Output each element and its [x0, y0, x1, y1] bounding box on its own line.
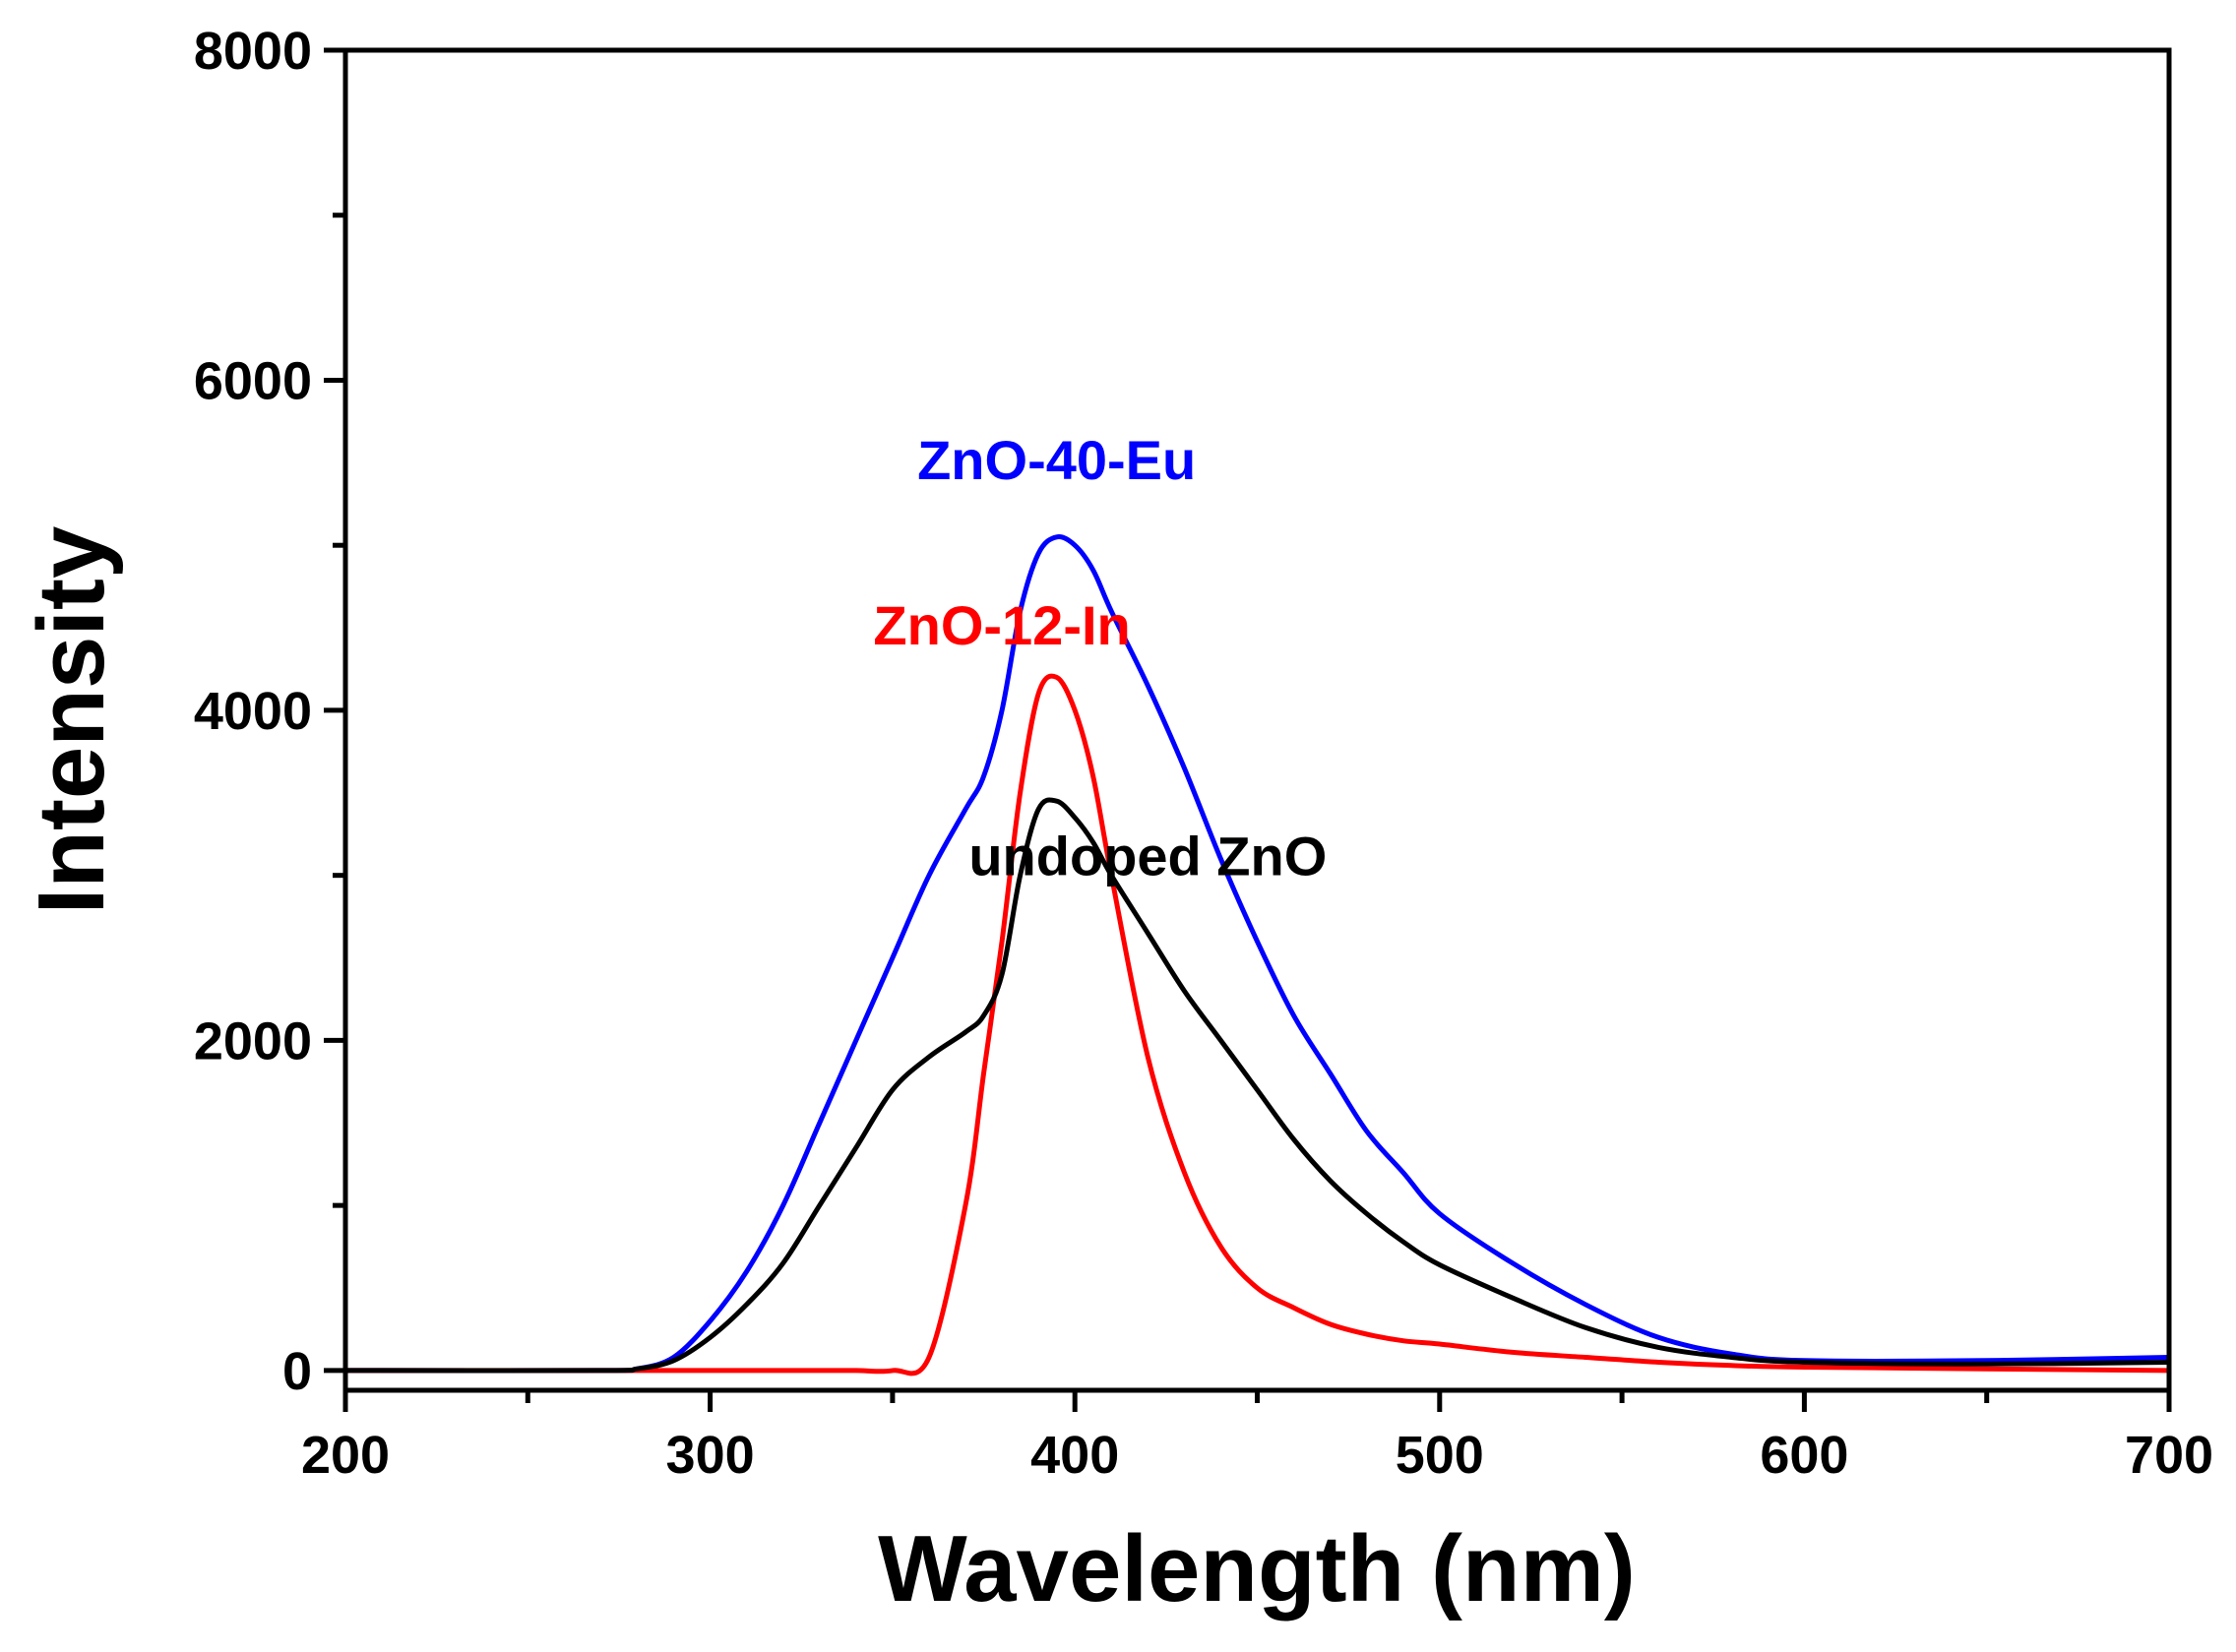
y-tick-label: 6000 [194, 351, 312, 410]
series-labels: ZnO-40-Eu ZnO-12-In undoped ZnO [873, 429, 1327, 887]
series-label-0: ZnO-40-Eu [917, 429, 1196, 491]
y-axis-ticks: 0 2000 4000 6000 8000 [194, 22, 345, 1401]
series-line-1 [345, 673, 2170, 1377]
y-tick-label: 0 [282, 1342, 312, 1401]
plot-frame [342, 47, 2172, 1393]
x-tick-label: 300 [666, 1426, 755, 1485]
y-tick-label: 8000 [194, 22, 312, 81]
y-axis-title: Intensity [19, 526, 124, 915]
y-tick-label: 2000 [194, 1011, 312, 1071]
series-line-0 [344, 534, 2170, 1374]
x-axis-title: Wavelength (nm) [878, 1516, 1636, 1621]
series-line-2 [344, 797, 2170, 1374]
x-tick-label: 400 [1030, 1426, 1119, 1485]
x-tick-label: 700 [2125, 1426, 2213, 1485]
y-tick-label: 4000 [194, 682, 312, 741]
x-tick-label: 500 [1396, 1426, 1484, 1485]
series-lines [344, 534, 2170, 1377]
x-tick-label: 600 [1760, 1426, 1848, 1485]
x-tick-label: 200 [301, 1426, 390, 1485]
series-label-1: ZnO-12-In [873, 594, 1130, 656]
x-axis-ticks: 200 300 400 500 600 700 [301, 1390, 2213, 1485]
series-label-2: undoped ZnO [968, 826, 1327, 887]
